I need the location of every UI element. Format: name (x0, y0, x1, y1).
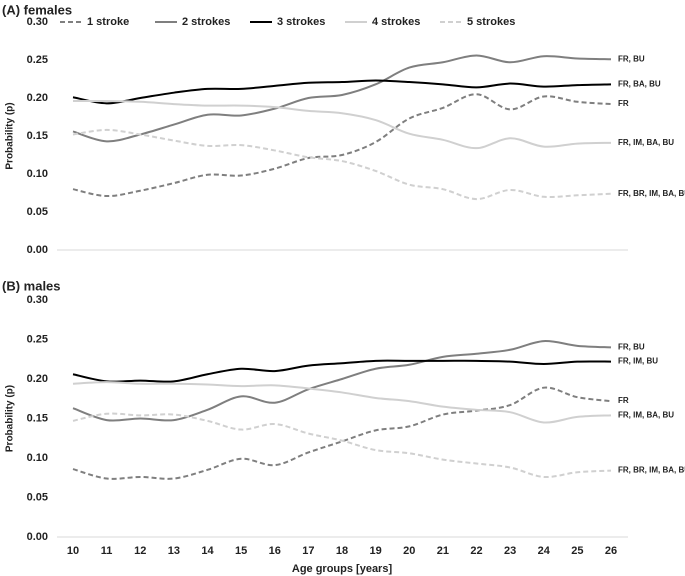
line-annotation: FR, BR, IM, BA, BU (618, 189, 685, 198)
x-tick-label: 14 (201, 545, 214, 557)
series-line (72, 93, 612, 198)
y-tick-label: 0.20 (27, 92, 48, 104)
series-line (72, 381, 612, 424)
y-axis-label: Probability (p) (5, 102, 16, 169)
x-tick-label: 22 (470, 545, 482, 557)
y-tick-label: 0.10 (27, 452, 48, 464)
y-axis-label: Probability (p) (5, 385, 16, 452)
x-tick-label: 12 (134, 545, 146, 557)
legend-label: 3 strokes (277, 16, 325, 28)
y-tick-label: 0.05 (27, 491, 48, 503)
x-tick-label: 11 (101, 545, 113, 557)
panel-title: (A) females (2, 2, 72, 17)
legend-label: 4 strokes (372, 16, 420, 28)
line-annotation: FR, IM, BU (618, 357, 658, 366)
series-line (72, 99, 612, 150)
series-line (72, 128, 612, 201)
series-line (72, 340, 612, 422)
line-annotation: FR, IM, BA, BU (618, 410, 674, 419)
legend-label: 5 strokes (467, 16, 515, 28)
y-tick-label: 0.30 (27, 294, 48, 306)
legend-label: 2 strokes (182, 16, 230, 28)
x-tick-label: 24 (538, 545, 551, 557)
y-tick-label: 0.25 (27, 54, 48, 66)
y-tick-label: 0.10 (27, 168, 48, 180)
series-line (72, 412, 612, 479)
y-tick-label: 0.05 (27, 206, 48, 218)
line-annotation: FR (618, 396, 629, 405)
x-tick-label: 26 (605, 545, 617, 557)
line-annotation: FR, BU (618, 343, 645, 352)
x-tick-label: 16 (269, 545, 281, 557)
legend-label: 1 stroke (87, 16, 129, 28)
series-line (72, 386, 612, 480)
series-line (72, 54, 612, 143)
series-line (72, 79, 612, 105)
x-tick-label: 25 (571, 545, 583, 557)
x-tick-label: 15 (235, 545, 247, 557)
y-tick-label: 0.00 (27, 244, 48, 256)
line-annotation: FR, BA, BU (618, 79, 661, 88)
series-line (72, 359, 612, 383)
x-tick-label: 17 (302, 545, 314, 557)
y-tick-label: 0.30 (27, 16, 48, 28)
line-annotation: FR, IM, BA, BU (618, 138, 674, 147)
x-tick-label: 19 (370, 545, 382, 557)
x-tick-label: 21 (437, 545, 449, 557)
panel-title: (B) males (2, 278, 61, 293)
y-tick-label: 0.15 (27, 412, 48, 424)
x-axis-label: Age groups [years] (292, 563, 393, 575)
line-annotation: FR, BR, IM, BA, BU (618, 466, 685, 475)
y-tick-label: 0.25 (27, 333, 48, 345)
y-tick-label: 0.15 (27, 130, 48, 142)
line-annotation: FR, BU (618, 54, 645, 63)
y-tick-label: 0.20 (27, 373, 48, 385)
line-annotation: FR (618, 99, 629, 108)
x-tick-label: 18 (336, 545, 348, 557)
x-tick-label: 20 (403, 545, 415, 557)
x-tick-label: 13 (168, 545, 180, 557)
x-tick-label: 23 (504, 545, 516, 557)
y-tick-label: 0.00 (27, 531, 48, 543)
x-tick-label: 10 (67, 545, 79, 557)
